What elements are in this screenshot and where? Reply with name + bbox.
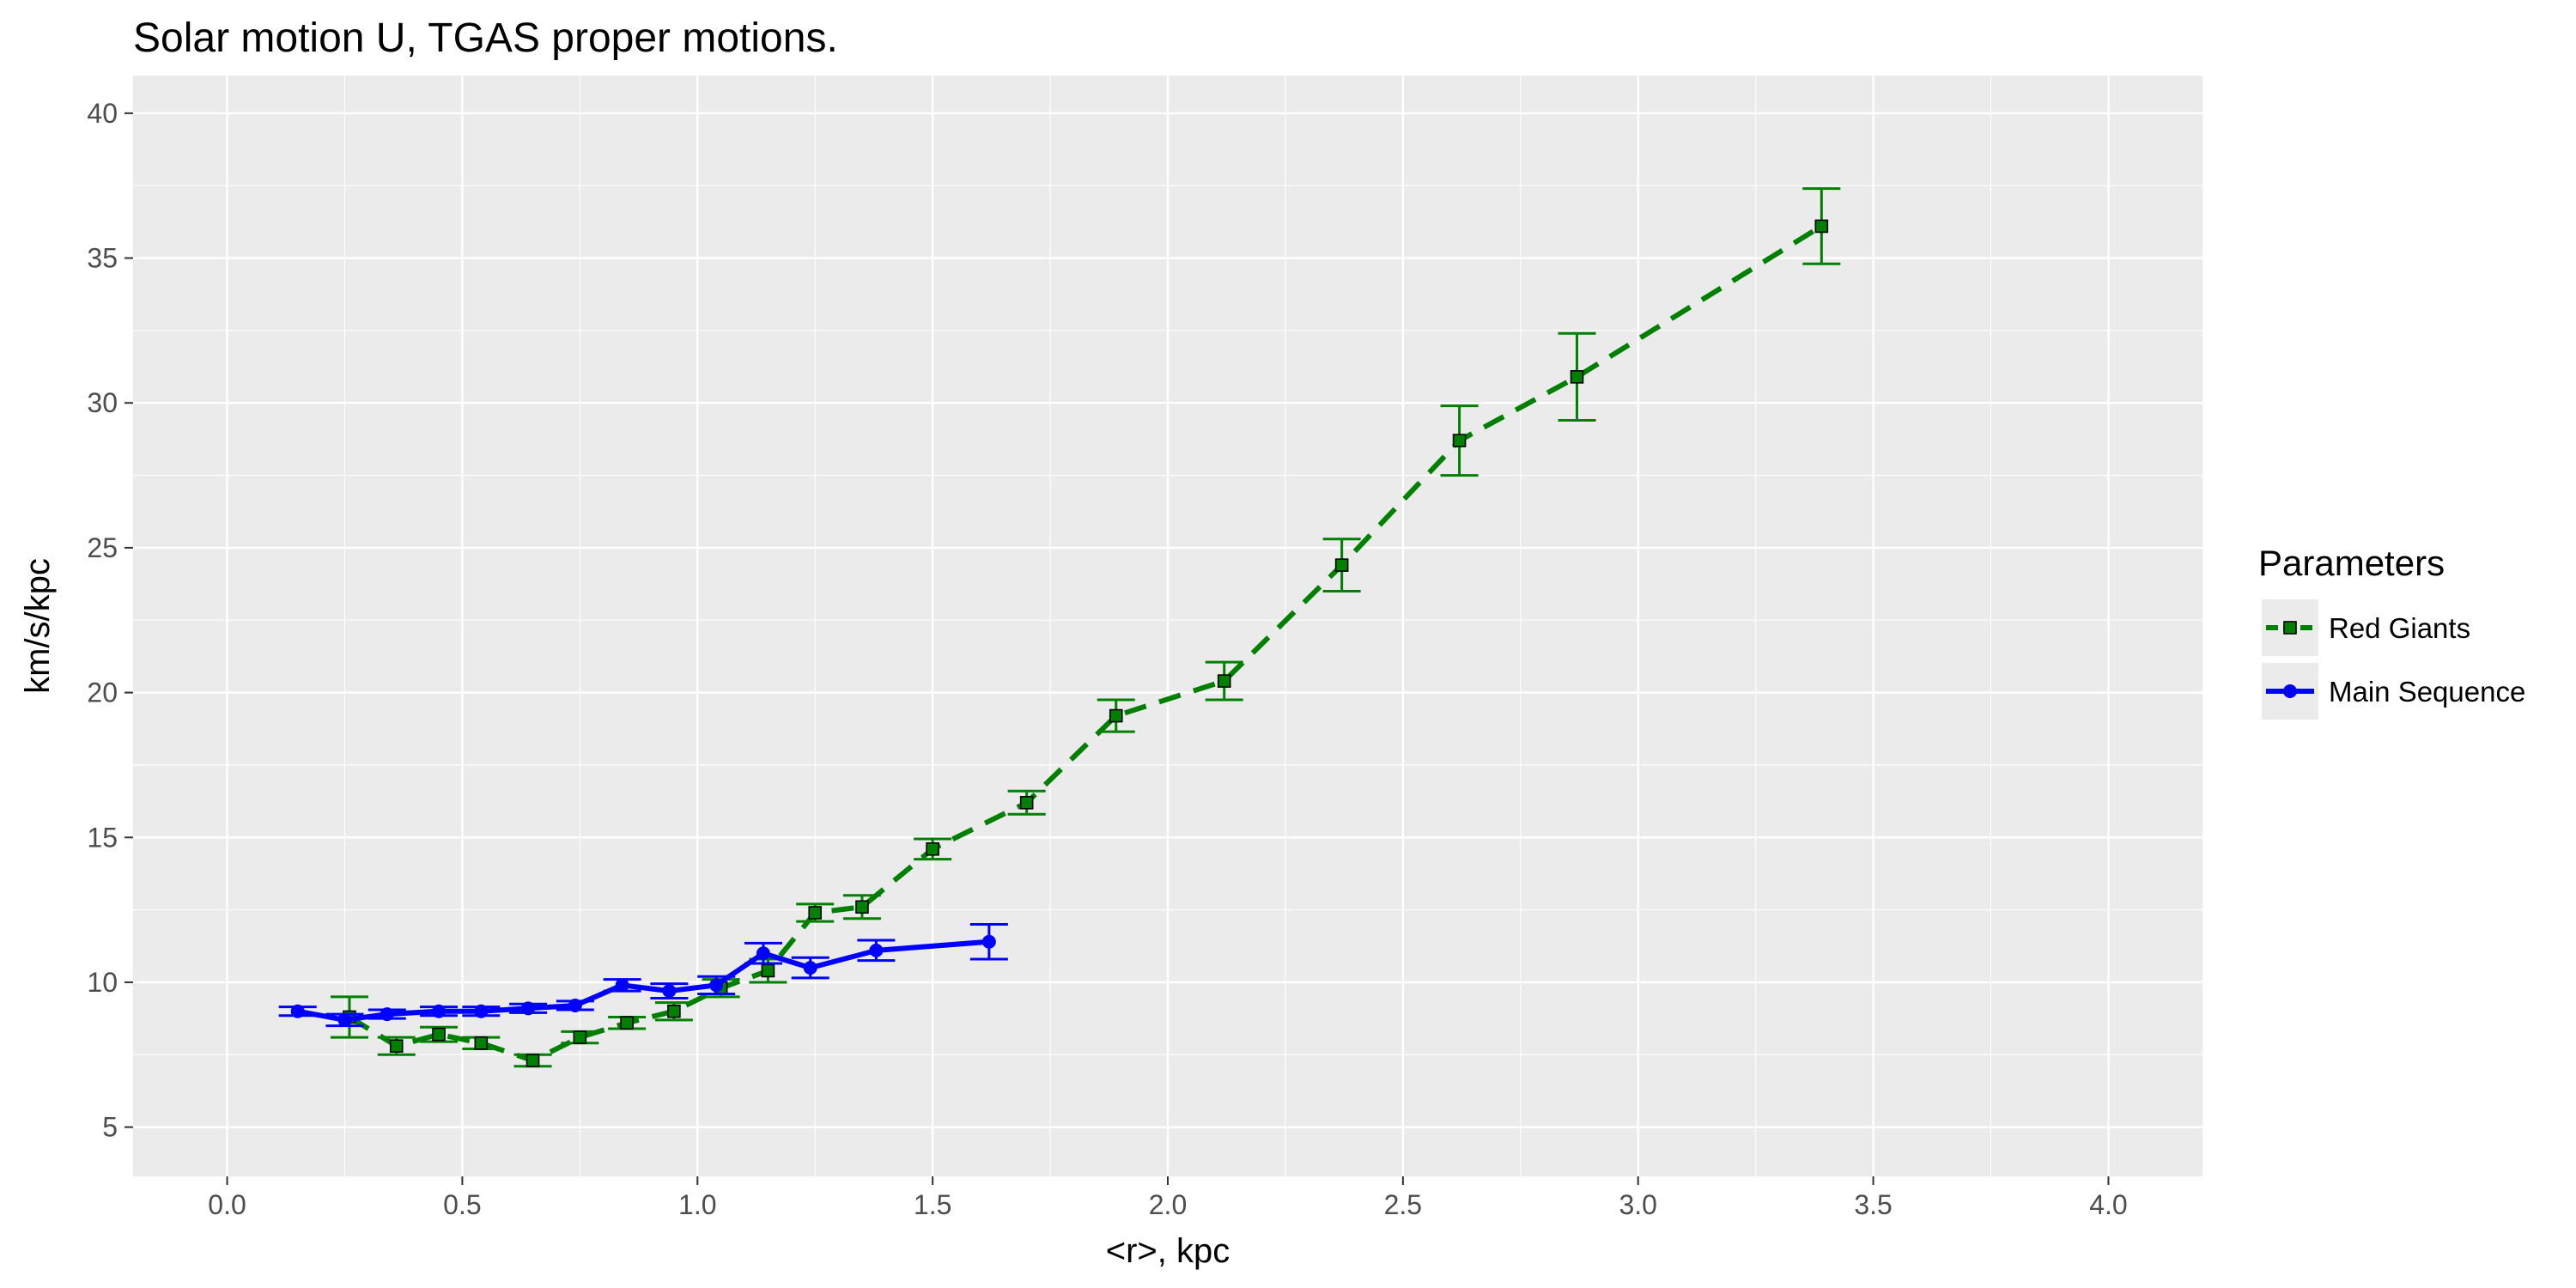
legend-item-main-sequence: Main Sequence bbox=[2262, 663, 2525, 720]
x-tick-label: 2.5 bbox=[1384, 1189, 1422, 1220]
data-point bbox=[1019, 795, 1034, 810]
series-layer bbox=[278, 187, 1841, 1068]
y-tick-label: 20 bbox=[87, 677, 118, 708]
data-point bbox=[1570, 370, 1584, 384]
x-tick-label: 2.0 bbox=[1149, 1189, 1187, 1220]
data-point bbox=[808, 906, 823, 920]
data-point bbox=[521, 1001, 536, 1016]
series-line bbox=[297, 939, 990, 1023]
series-main-sequence bbox=[278, 922, 1008, 1028]
data-point bbox=[474, 1036, 489, 1050]
data-point bbox=[1814, 219, 1829, 234]
data-point bbox=[855, 900, 869, 914]
data-point bbox=[380, 1007, 394, 1022]
y-axis-label: km/s/kpc bbox=[19, 558, 57, 694]
data-point bbox=[662, 984, 677, 999]
data-point bbox=[432, 1004, 447, 1018]
chart-title: Solar motion U, TGAS proper motions. bbox=[133, 15, 838, 61]
legend-marker bbox=[2283, 684, 2297, 698]
legend-title: Parameters bbox=[2258, 543, 2445, 583]
x-tick-label: 1.0 bbox=[678, 1189, 716, 1220]
data-point bbox=[1452, 434, 1467, 447]
legend-label: Main Sequence bbox=[2329, 676, 2525, 708]
data-point bbox=[337, 1012, 352, 1027]
x-tick-label: 0.5 bbox=[443, 1189, 481, 1220]
y-tick-label: 35 bbox=[87, 243, 118, 274]
data-point bbox=[568, 998, 582, 1012]
x-tick-label: 3.5 bbox=[1854, 1189, 1892, 1220]
x-tick-label: 4.0 bbox=[2089, 1189, 2127, 1220]
legend-marker bbox=[2283, 621, 2297, 635]
legend-item-red-giants: Red Giants bbox=[2262, 599, 2470, 656]
x-tick-label: 0.0 bbox=[208, 1189, 246, 1220]
data-point bbox=[709, 978, 724, 993]
y-tick-label: 10 bbox=[87, 967, 118, 998]
x-axis-label: <r>, kpc bbox=[1106, 1232, 1230, 1270]
y-tick-label: 40 bbox=[87, 98, 118, 129]
data-point bbox=[432, 1027, 446, 1042]
data-point bbox=[620, 1016, 634, 1030]
y-tick-label: 15 bbox=[87, 822, 118, 853]
data-point bbox=[1109, 708, 1123, 723]
data-point bbox=[615, 978, 629, 993]
data-point bbox=[1334, 558, 1349, 572]
data-point bbox=[926, 841, 939, 856]
data-point bbox=[981, 934, 996, 949]
y-axis: 5 10 15 20 25 30 35 40 bbox=[87, 98, 133, 1143]
data-point bbox=[474, 1004, 489, 1018]
data-point bbox=[667, 1004, 681, 1018]
series-line bbox=[348, 223, 1823, 1064]
y-tick-label: 5 bbox=[102, 1112, 118, 1143]
x-axis: 0.0 0.5 1.0 1.5 2.0 2.5 3.0 3.5 4.0 bbox=[208, 1176, 2128, 1220]
data-point bbox=[290, 1004, 305, 1018]
data-point bbox=[756, 946, 770, 961]
legend: Parameters Red Giants Main Sequence bbox=[2258, 543, 2525, 720]
data-point bbox=[869, 943, 884, 957]
x-tick-label: 3.0 bbox=[1619, 1189, 1656, 1220]
y-tick-label: 30 bbox=[87, 387, 118, 418]
x-tick-label: 1.5 bbox=[914, 1189, 951, 1220]
data-point bbox=[526, 1054, 540, 1067]
data-point bbox=[761, 963, 775, 978]
data-point bbox=[389, 1039, 404, 1053]
y-tick-label: 25 bbox=[87, 532, 118, 563]
data-point bbox=[573, 1030, 587, 1044]
data-point bbox=[1217, 674, 1231, 688]
legend-label: Red Giants bbox=[2329, 612, 2470, 644]
data-point bbox=[803, 961, 817, 975]
